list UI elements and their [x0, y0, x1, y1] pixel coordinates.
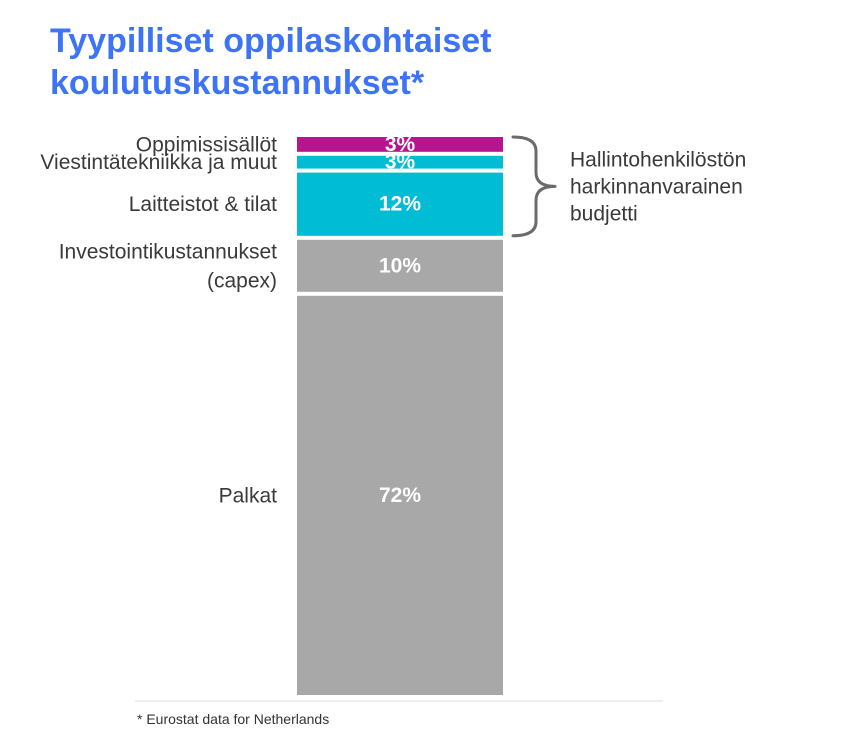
- category-label-viestintatekniikka-ja-muut: Viestintätekniikka ja muut: [40, 151, 277, 174]
- value-label-oppimissisallot: 3%: [385, 133, 416, 156]
- footnote: * Eurostat data for Netherlands: [137, 711, 330, 727]
- category-label-palkat: Palkat: [219, 484, 278, 507]
- category-label-oppimissisallot: Oppimissisällöt: [136, 133, 277, 156]
- value-label-viestintatekniikka-ja-muut: 3%: [385, 151, 416, 174]
- bar-segment-viestintatekniikka-ja-muut: [297, 155, 503, 169]
- chart-title-line-1: Tyypilliset oppilaskohtaiset: [50, 22, 492, 60]
- bar-segment-oppimissisallot: [297, 137, 503, 152]
- category-label-investointikustannukset-capex: Investointikustannukset (capex): [59, 240, 277, 292]
- curly-brace: [511, 135, 557, 238]
- chart-title: Tyypilliset oppilaskohtaiset koulutuskus…: [50, 20, 492, 104]
- category-label-laitteistot-tilat: Laitteistot & tilat: [129, 193, 277, 216]
- chart-title-line-2: koulutuskustannukset*: [50, 64, 425, 102]
- bar-segment-investointikustannukset-capex: [297, 239, 503, 292]
- value-label-palkat: 72%: [379, 484, 421, 507]
- value-label-laitteistot-tilat: 12%: [379, 193, 421, 216]
- bracket-label: Hallintohenkilöstön harkinnanvarainen budj…: [570, 148, 746, 225]
- value-label-investointikustannukset-capex: 10%: [379, 254, 421, 277]
- bar-segment-palkat: [297, 295, 503, 695]
- bar-segment-laitteistot-tilat: [297, 172, 503, 236]
